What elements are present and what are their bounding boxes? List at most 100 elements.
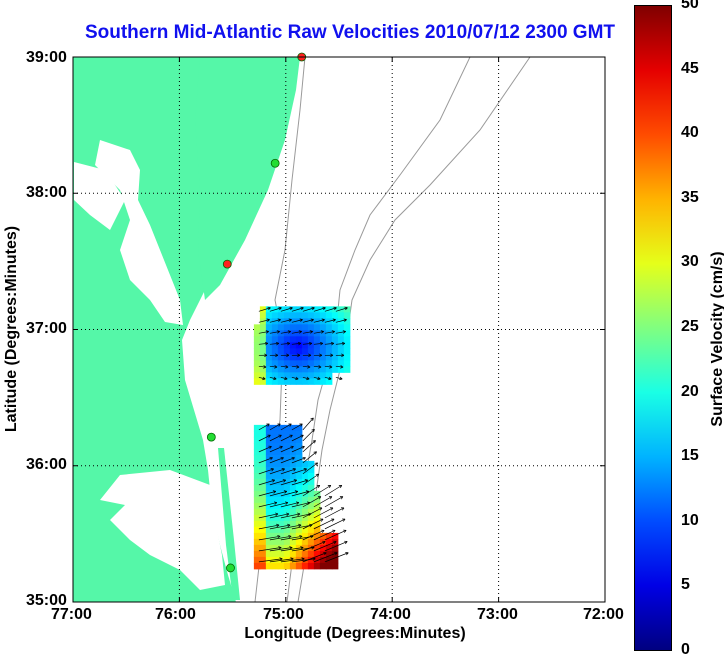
velocity-field-cell (271, 336, 279, 343)
velocity-field-cell (301, 472, 309, 480)
velocity-arrow (313, 541, 337, 552)
velocity-field-cell (259, 424, 267, 432)
velocity-arrow (299, 423, 303, 427)
delmarva-peninsula (195, 57, 300, 300)
map-title: Southern Mid-Atlantic Raw Velocities 201… (84, 22, 616, 43)
y-tick-label: 36:00 (26, 456, 67, 473)
velocity-field-cell (283, 430, 291, 438)
velocity-field-cell (337, 348, 345, 355)
velocity-field-cell (319, 360, 327, 367)
velocity-field-cell (289, 520, 297, 528)
velocity-field-cell (301, 348, 309, 355)
velocity-field-cell (301, 366, 309, 373)
velocity-field-cell (259, 348, 267, 355)
velocity-arrow (280, 468, 296, 475)
velocity-arrow (313, 319, 325, 323)
velocity-arrow (322, 306, 326, 311)
velocity-field-cell (313, 348, 321, 355)
y-tick-label: 35:00 (26, 592, 67, 609)
velocity-field-cell (307, 478, 315, 486)
velocity-arrow (275, 512, 279, 517)
velocity-arrow (324, 507, 345, 519)
plot-layer (73, 57, 605, 602)
velocity-arrow (302, 541, 326, 552)
velocity-field-cell (265, 436, 273, 444)
velocity-field-cell (283, 472, 291, 480)
velocity-field-cell (301, 496, 309, 504)
velocity-arrow (267, 434, 271, 438)
velocity-arrow (320, 330, 324, 334)
velocity-field-cell (331, 544, 339, 552)
velocity-arrow (302, 552, 327, 563)
velocity-field-cell (301, 484, 309, 492)
velocity-arrow (280, 331, 291, 334)
velocity-arrow (335, 331, 346, 334)
velocity-field-cell (325, 366, 333, 373)
velocity-field-cell (295, 484, 303, 492)
velocity-field-cell (331, 348, 339, 355)
velocity-field-cell (343, 318, 351, 325)
velocity-field-cell (289, 342, 297, 349)
velocity-arrow (258, 376, 266, 380)
velocity-field-cell (283, 336, 291, 343)
velocity-arrow (324, 319, 336, 323)
velocity-field-cell (325, 342, 333, 349)
velocity-arrow (269, 491, 287, 497)
velocity-field-cell (253, 556, 261, 564)
velocity-field-cell (271, 372, 279, 379)
velocity-arrow (291, 491, 309, 497)
velocity-field-cell (253, 538, 261, 546)
velocity-arrow (291, 376, 299, 380)
velocity-field-cell (271, 454, 279, 462)
velocity-arrow (304, 479, 309, 483)
velocity-field-cell (289, 424, 297, 432)
velocity-arrow (313, 518, 335, 530)
velocity-field-cell (277, 378, 285, 385)
velocity-field-cell (253, 336, 261, 343)
velocity-arrow (302, 518, 324, 530)
velocity-field-cell (307, 484, 315, 492)
velocity-arrow (269, 456, 273, 461)
velocity-field-cell (277, 484, 285, 492)
hf-radar-station (206, 432, 216, 442)
velocity-field-cell (259, 538, 267, 546)
velocity-field-cell (343, 312, 351, 319)
velocity-arrow (286, 353, 290, 358)
velocity-arrow (277, 318, 281, 322)
velocity-arrow (323, 552, 327, 556)
velocity-arrow (280, 502, 299, 508)
velocity-field-cell (259, 478, 267, 486)
velocity-field-cell (277, 342, 285, 349)
velocity-field-cell (265, 544, 273, 552)
velocity-arrow (317, 376, 321, 381)
velocity-field-cell (253, 454, 261, 462)
velocity-field-cell (325, 330, 333, 337)
velocity-field-cell (253, 466, 261, 474)
velocity-arrow (343, 529, 347, 533)
colorbar-tick-label: 20 (681, 383, 699, 400)
velocity-field-cell (307, 556, 315, 564)
velocity-arrow (258, 434, 271, 442)
velocity-arrow (312, 440, 316, 444)
velocity-field-cell (319, 366, 327, 373)
velocity-arrow (283, 490, 288, 494)
velocity-field-cell (283, 484, 291, 492)
velocity-field-cell (253, 348, 261, 355)
velocity-field-cell (259, 532, 267, 540)
velocity-field-cell (289, 318, 297, 325)
velocity-field-cell (307, 472, 315, 480)
velocity-field-cell (307, 360, 315, 367)
velocity-arrow (262, 376, 266, 381)
velocity-field-cell (313, 532, 321, 540)
velocity-arrow (264, 341, 269, 346)
velocity-field-cell (289, 324, 297, 331)
velocity-field-cell (259, 520, 267, 528)
velocity-field-cell (307, 330, 315, 337)
velocity-field-cell (295, 436, 303, 444)
velocity-field-cell (343, 354, 351, 361)
velocity-field-cell (271, 532, 279, 540)
velocity-field-cell (265, 490, 273, 498)
velocity-arrow (299, 534, 303, 539)
velocity-field-cell (271, 466, 279, 474)
velocity-field-cell (325, 312, 333, 319)
